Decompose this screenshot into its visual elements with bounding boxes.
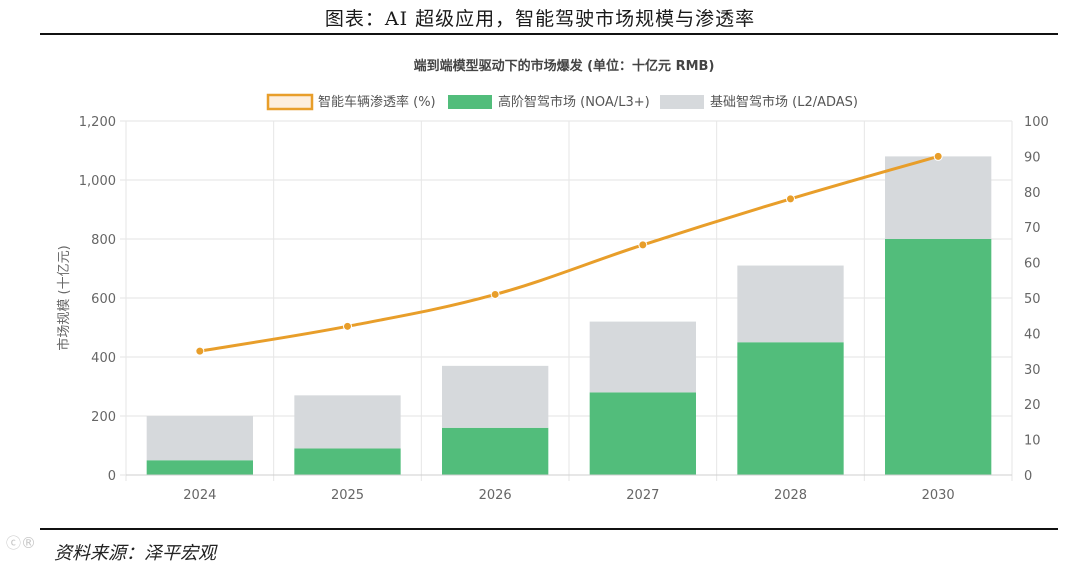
y2-tick-label: 30	[1024, 363, 1041, 378]
bar-advanced	[589, 392, 696, 475]
bar-advanced	[146, 460, 253, 475]
y2-tick-label: 70	[1024, 221, 1041, 236]
bar-advanced	[885, 239, 992, 475]
y-tick-label: 400	[91, 351, 116, 366]
y-axis-label: 市场规模 (十亿元)	[56, 245, 72, 350]
top-rule	[40, 33, 1058, 35]
axes: 02004006008001,0001,20001020304050607080…	[79, 115, 1049, 503]
y2-tick-label: 0	[1024, 469, 1032, 484]
legend-label-basic: 基础智驾市场 (L2/ADAS)	[710, 94, 858, 110]
grid	[120, 120, 1013, 481]
bar-basic	[737, 265, 844, 343]
penetration-point	[933, 151, 943, 161]
y-tick-label: 0	[108, 469, 116, 484]
x-tick-label: 2025	[331, 488, 364, 503]
y2-tick-label: 10	[1024, 434, 1041, 449]
legend: 智能车辆渗透率 (%) 高阶智驾市场 (NOA/L3+) 基础智驾市场 (L2/…	[266, 93, 858, 111]
y2-tick-label: 40	[1024, 327, 1041, 342]
y-tick-label: 600	[91, 292, 116, 307]
y2-tick-label: 80	[1024, 186, 1041, 201]
penetration-point	[195, 346, 205, 356]
y-tick-label: 1,000	[79, 174, 116, 189]
legend-swatch-penetration	[266, 93, 314, 111]
x-tick-label: 2026	[479, 488, 512, 503]
y2-tick-label: 100	[1024, 115, 1049, 130]
figure-title: 图表：AI 超级应用，智能驾驶市场规模与渗透率	[324, 8, 756, 30]
y-tick-label: 800	[91, 233, 116, 248]
chart-title: 端到端模型驱动下的市场爆发 (单位：十亿元 RMB)	[414, 58, 715, 74]
source-note: 资料来源：泽平宏观	[54, 543, 216, 564]
x-tick-label: 2027	[626, 488, 659, 503]
legend-swatch-basic	[660, 95, 704, 109]
legend-label-advanced: 高阶智驾市场 (NOA/L3+)	[498, 94, 650, 110]
y2-tick-label: 20	[1024, 398, 1041, 413]
y-tick-label: 200	[91, 410, 116, 425]
bars	[146, 156, 992, 475]
bar-basic	[589, 321, 696, 393]
chart: 端到端模型驱动下的市场爆发 (单位：十亿元 RMB) 智能车辆渗透率 (%) 高…	[56, 58, 1049, 503]
legend-swatch-advanced	[448, 95, 492, 109]
line-series	[195, 151, 943, 356]
legend-label-penetration: 智能车辆渗透率 (%)	[318, 94, 436, 110]
y2-tick-label: 50	[1024, 292, 1041, 307]
bar-advanced	[442, 427, 549, 475]
penetration-point	[638, 240, 648, 250]
watermark-logo: ⓒ®	[6, 534, 37, 552]
y-tick-label: 1,200	[79, 115, 116, 130]
x-tick-label: 2028	[774, 488, 807, 503]
bar-basic	[442, 365, 549, 428]
y2-tick-label: 60	[1024, 257, 1041, 272]
x-tick-label: 2024	[183, 488, 216, 503]
bottom-rule	[40, 528, 1058, 530]
bar-advanced	[294, 448, 401, 475]
bar-basic	[146, 416, 253, 461]
y2-tick-label: 90	[1024, 150, 1041, 165]
penetration-point	[786, 194, 795, 204]
penetration-point	[343, 321, 352, 331]
penetration-line	[199, 154, 939, 353]
x-tick-label: 2030	[922, 488, 955, 503]
penetration-point	[490, 289, 500, 299]
bar-basic	[294, 395, 401, 449]
bar-advanced	[737, 342, 844, 475]
bar-basic	[885, 156, 992, 239]
